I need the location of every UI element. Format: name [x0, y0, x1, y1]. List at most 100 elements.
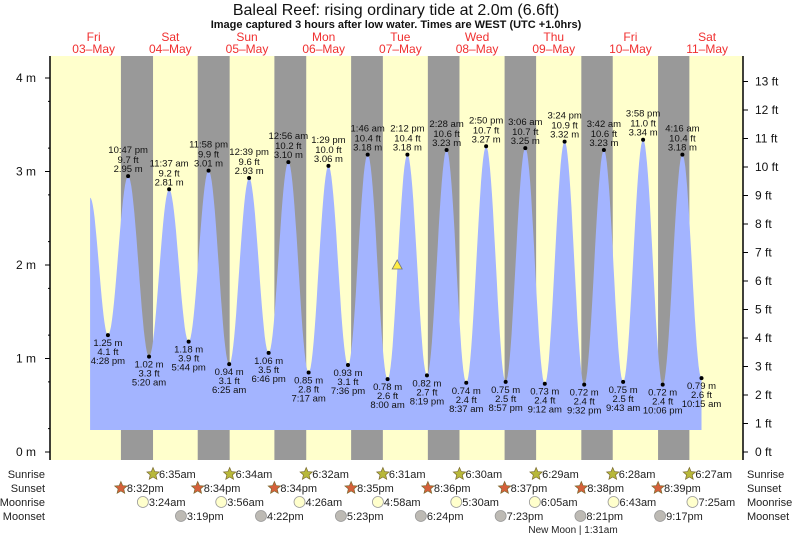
moonset-time: 6:24pm	[427, 511, 464, 523]
high-tide-a-label: 2:12 pm	[390, 124, 424, 135]
tide-extreme-point	[345, 363, 350, 368]
low-tide-b-label: 3.1 ft	[337, 377, 358, 388]
tide-extreme-point	[306, 370, 311, 375]
sunrise-row-label-left: Sunrise	[8, 469, 45, 481]
low-tide-c-label: 5:20 am	[132, 378, 166, 389]
moonset-icon	[334, 510, 347, 522]
left-axis-label: 3 m	[16, 165, 36, 179]
moonrise-row-label-left: Moonrise	[0, 497, 45, 509]
moonrise-time: 5:30am	[462, 497, 499, 509]
high-tide-b-label: 10.4 ft	[669, 134, 696, 145]
low-tide-a-label: 0.82 m	[412, 378, 441, 389]
day-label-dow: Fri	[623, 30, 637, 44]
sunset-icon	[190, 480, 205, 495]
low-tide-a-label: 1.18 m	[174, 345, 203, 356]
high-tide-a-label: 1:29 pm	[311, 135, 345, 146]
right-axis-label: 13 ft	[755, 75, 779, 89]
low-tide-b-label: 2.6 ft	[377, 391, 398, 402]
day-label-date: 10–May	[609, 42, 652, 56]
right-axis-label: 3 ft	[755, 360, 772, 374]
high-tide-b-label: 11.0 ft	[630, 119, 656, 130]
low-tide-b-label: 2.5 ft	[495, 394, 516, 405]
high-tide-b-label: 10.6 ft	[591, 129, 618, 140]
current-tide-marker-icon	[391, 259, 403, 270]
high-tide-c-label: 2.95 m	[114, 164, 143, 175]
tide-extreme-point	[326, 163, 331, 168]
moonrise-time: 3:56am	[227, 497, 264, 509]
sunset-icon	[267, 480, 282, 495]
moonset-time: 7:23pm	[507, 511, 544, 523]
chart-subtitle: Image captured 3 hours after low water. …	[211, 19, 582, 31]
high-tide-a-label: 4:16 am	[665, 124, 699, 135]
low-tide-c-label: 10:15 am	[682, 399, 722, 410]
high-tide-c-label: 3.18 m	[393, 143, 422, 154]
sunrise-icon	[529, 466, 544, 481]
moonrise-time: 3:24am	[149, 497, 186, 509]
tide-extreme-point	[167, 187, 172, 192]
left-axis-label: 4 m	[16, 71, 36, 85]
high-tide-a-label: 2:28 am	[429, 119, 463, 130]
tide-extreme-point	[444, 147, 449, 152]
sunrise-icon	[375, 466, 390, 481]
day-label-date: 05–May	[226, 42, 269, 56]
right-axis-label: 0 ft	[755, 445, 772, 459]
sunset-time: 8:35pm	[357, 483, 394, 495]
tide-extreme-point	[641, 137, 646, 142]
high-tide-a-label: 3:06 am	[508, 117, 542, 128]
low-tide-a-label: 0.79 m	[687, 381, 716, 392]
low-tide-a-label: 0.75 m	[609, 385, 638, 396]
moonrise-icon	[215, 496, 228, 508]
tide-extreme-point	[206, 168, 211, 173]
right-axis-label: 7 ft	[755, 246, 772, 260]
high-tide-c-label: 3.18 m	[353, 143, 382, 154]
moonrise-icon	[686, 496, 699, 508]
low-tide-a-label: 0.73 m	[530, 387, 559, 398]
tide-extreme-point	[247, 176, 252, 181]
tide-extreme-point	[503, 379, 508, 384]
sunset-icon	[497, 480, 512, 495]
high-tide-c-label: 3.27 m	[472, 134, 501, 145]
low-tide-c-label: 5:44 pm	[171, 363, 205, 374]
sunrise-time: 6:31am	[389, 469, 426, 481]
low-tide-c-label: 8:19 pm	[410, 396, 444, 407]
extreme-labels: 1.25 m4.1 ft4:28 pm 10:47 pm9.7 ft2.95 m 1…	[91, 109, 722, 417]
high-tide-b-label: 9.6 ft	[239, 157, 260, 168]
high-tide-c-label: 3.10 m	[274, 150, 303, 161]
moonset-icon	[414, 510, 427, 522]
plot-area	[50, 56, 743, 460]
astro-rows: Sunrise Sunset Moonrise Moonset Sunrise …	[0, 466, 792, 536]
day-label-date: 04–May	[149, 42, 192, 56]
tide-extreme-point	[484, 144, 489, 149]
high-tide-b-label: 10.4 ft	[394, 134, 421, 145]
high-tide-b-label: 10.7 ft	[473, 125, 500, 136]
moonrise-icon	[607, 496, 620, 508]
high-tide-a-label: 10:47 pm	[108, 145, 148, 156]
tide-extreme-point	[621, 379, 626, 384]
tide-extreme-point	[699, 376, 704, 381]
sunset-time: 8:39pm	[664, 483, 701, 495]
right-axis-label: 10 ft	[755, 160, 779, 174]
high-tide-c-label: 3.23 m	[432, 138, 461, 149]
high-tide-a-label: 11:37 am	[150, 158, 189, 169]
axes: Fri03–MaySat04–MaySun05–MayMon06–MayTue0…	[16, 30, 779, 460]
right-axis-label: 4 ft	[755, 331, 772, 345]
moonrise-icon	[372, 496, 384, 508]
sunrise-time: 6:28am	[619, 469, 656, 481]
moonset-row-label-right: Moonset	[747, 511, 789, 523]
low-tide-c-label: 6:25 am	[212, 385, 246, 396]
moonrise-time: 7:25am	[698, 497, 735, 509]
sunrise-time: 6:32am	[312, 469, 349, 481]
day-label-date: 08–May	[456, 42, 499, 56]
moon-phase-label: New Moon | 1:31am	[528, 525, 617, 536]
low-tide-b-label: 2.6 ft	[691, 390, 712, 401]
tide-extreme-point	[105, 333, 110, 338]
high-tide-b-label: 10.4 ft	[354, 134, 381, 145]
sunset-time: 8:38pm	[587, 483, 624, 495]
high-tide-b-label: 9.2 ft	[159, 168, 180, 179]
low-tide-b-label: 2.5 ft	[613, 394, 634, 405]
sunset-time: 8:34pm	[204, 483, 241, 495]
sunrise-icon	[605, 466, 620, 481]
low-tide-b-label: 2.4 ft	[652, 397, 673, 408]
right-axis-label: 12 ft	[755, 103, 779, 117]
low-tide-c-label: 6:46 pm	[251, 374, 285, 385]
